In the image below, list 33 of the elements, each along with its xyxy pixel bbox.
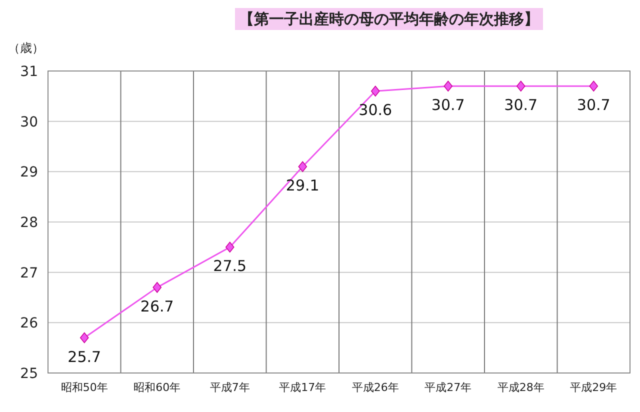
x-tick-label: 平成26年: [352, 381, 399, 394]
point: [152, 282, 162, 293]
chart-title: 【第一子出産時の母の平均年齢の年次推移】: [239, 10, 539, 28]
y-tick-label: 29: [20, 164, 38, 181]
data-label: 29.1: [286, 176, 320, 195]
y-axis-title: （歳）: [8, 41, 44, 55]
data-label: 27.5: [213, 257, 247, 276]
y-tick-label: 31: [20, 64, 38, 80]
y-tick-label: 30: [20, 114, 38, 130]
x-tick-label: 昭和60年: [134, 381, 181, 394]
data-label: 25.7: [68, 348, 102, 366]
data-label: 26.7: [140, 297, 174, 316]
y-tick-label: 25: [20, 366, 38, 382]
x-tick-label: 平成29年: [570, 381, 618, 394]
point: [298, 161, 308, 172]
x-tick-label: 平成17年: [279, 381, 326, 394]
point: [589, 80, 598, 92]
x-tick-label: 昭和50年: [60, 381, 108, 394]
y-tick-label: 28: [20, 215, 38, 231]
point: [370, 86, 380, 97]
data-label: 30.7: [504, 96, 538, 114]
x-tick-label: 平成27年: [424, 381, 472, 394]
x-tick-label: 平成28年: [497, 381, 544, 394]
point: [444, 80, 453, 92]
data-label: 30.7: [576, 96, 610, 114]
y-tick-label: 27: [20, 265, 38, 282]
data-label: 30.6: [358, 101, 392, 120]
y-tick-label: 26: [20, 316, 38, 332]
data-label: 30.7: [431, 96, 465, 114]
x-tick-label: 平成7年: [210, 381, 250, 394]
point: [225, 242, 234, 253]
point: [80, 332, 89, 344]
point: [516, 80, 526, 92]
